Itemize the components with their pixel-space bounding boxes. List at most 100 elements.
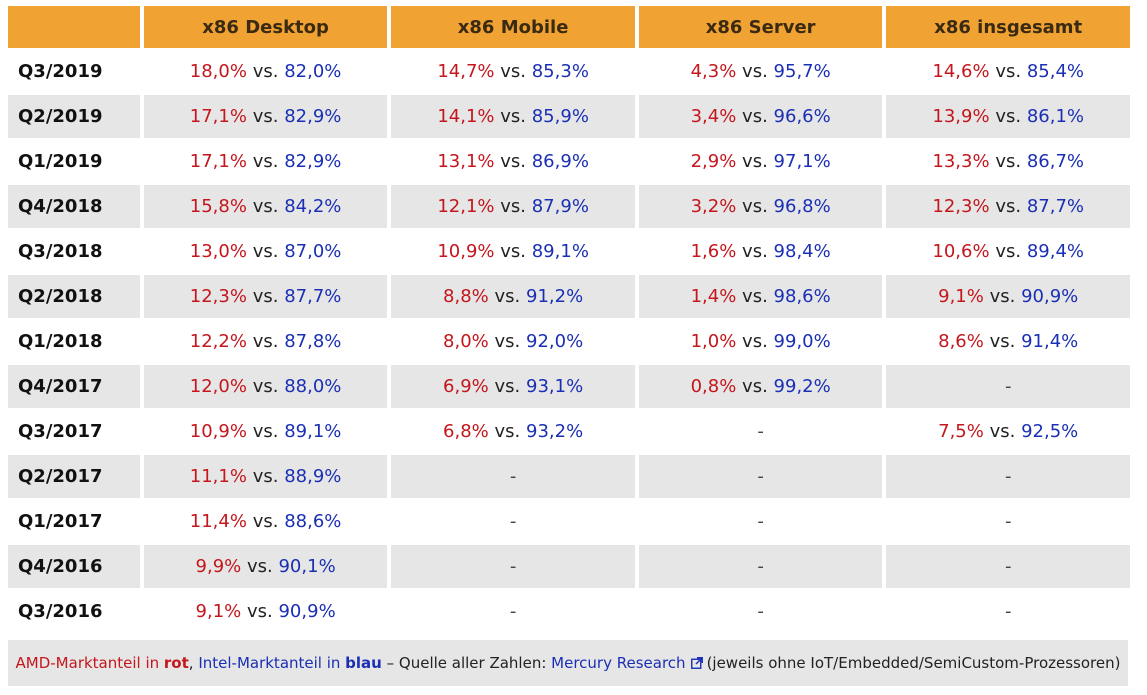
table-row: Q3/2018 13,0% vs. 87,0% 10,9% vs. 89,1% 1,6… — [8, 230, 1130, 273]
cell-total: 9,1% vs. 90,9% — [886, 275, 1130, 318]
cell-total: - — [886, 545, 1130, 588]
amd-share: 9,1% — [938, 286, 984, 307]
cell-desktop: 18,0% vs. 82,0% — [143, 50, 388, 93]
vs-label: vs. — [995, 106, 1022, 127]
amd-share: 1,0% — [690, 331, 737, 352]
no-data-dash: - — [757, 556, 764, 577]
cell-server: 1,6% vs. 98,4% — [638, 230, 883, 273]
quarter-label: Q2/2019 — [8, 95, 140, 138]
cell-desktop: 9,1% vs. 90,9% — [143, 590, 388, 633]
vs-label: vs. — [252, 466, 279, 487]
vs-label: vs. — [252, 331, 279, 352]
cell-total: 12,3% vs. 87,7% — [886, 185, 1130, 228]
footer-note: (jeweils ohne IoT/Embedded/SemiCustom-Pr… — [706, 654, 1121, 672]
cell-total: 13,3% vs. 86,7% — [886, 140, 1130, 183]
no-data-dash: - — [1004, 466, 1012, 487]
amd-share: 8,0% — [443, 331, 489, 352]
quarter-label: Q4/2017 — [8, 365, 140, 408]
cell-server: 1,0% vs. 99,0% — [638, 320, 883, 363]
amd-share: 10,9% — [189, 421, 247, 442]
cell-mobile: 12,1% vs. 87,9% — [391, 185, 635, 228]
vs-label: vs. — [252, 376, 279, 397]
amd-share: 3,2% — [690, 196, 737, 217]
cell-desktop: 9,9% vs. 90,1% — [143, 545, 388, 588]
amd-share: 1,4% — [690, 286, 737, 307]
cell-mobile: 6,8% vs. 93,2% — [391, 410, 635, 453]
vs-label: vs. — [989, 331, 1016, 352]
amd-share: 18,0% — [189, 61, 247, 82]
cell-server: - — [638, 500, 883, 543]
intel-share: 87,9% — [531, 196, 589, 217]
vs-label: vs. — [995, 151, 1022, 172]
intel-share: 88,6% — [284, 511, 342, 532]
cell-mobile: 6,9% vs. 93,1% — [391, 365, 635, 408]
table-body: Q3/2019 18,0% vs. 82,0% 14,7% vs. 85,3% 4,3… — [8, 50, 1130, 633]
market-share-table: x86 Desktop x86 Mobile x86 Server x86 in… — [4, 4, 1134, 635]
footer-intel-text: Intel-Marktanteil in blau — [198, 654, 382, 672]
amd-share: 9,1% — [195, 601, 242, 622]
no-data-dash: - — [757, 421, 764, 442]
intel-share: 87,7% — [284, 286, 342, 307]
amd-share: 3,4% — [690, 106, 737, 127]
footer-amd-text: AMD-Marktanteil in rot — [15, 654, 189, 672]
mercury-research-link[interactable]: Mercury Research — [551, 654, 686, 672]
amd-share: 8,6% — [938, 331, 984, 352]
vs-label: vs. — [494, 421, 521, 442]
no-data-dash: - — [509, 601, 517, 622]
cell-mobile: 10,9% vs. 89,1% — [391, 230, 635, 273]
vs-label: vs. — [500, 151, 526, 172]
intel-share: 93,1% — [526, 376, 584, 397]
intel-share: 96,6% — [773, 106, 831, 127]
amd-share: 7,5% — [938, 421, 984, 442]
table-row: Q1/2019 17,1% vs. 82,9% 13,1% vs. 86,9% 2,9… — [8, 140, 1130, 183]
no-data-dash: - — [757, 601, 764, 622]
vs-label: vs. — [989, 421, 1016, 442]
intel-share: 89,1% — [284, 421, 342, 442]
amd-share: 8,8% — [443, 286, 489, 307]
no-data-dash: - — [509, 466, 517, 487]
cell-desktop: 10,9% vs. 89,1% — [143, 410, 388, 453]
amd-share: 13,0% — [189, 241, 247, 262]
cell-server: 1,4% vs. 98,6% — [638, 275, 883, 318]
vs-label: vs. — [742, 286, 768, 307]
intel-share: 98,6% — [773, 286, 831, 307]
cell-total: 8,6% vs. 91,4% — [886, 320, 1130, 363]
intel-share: 87,7% — [1026, 196, 1085, 217]
external-link-icon[interactable] — [690, 657, 703, 669]
intel-share: 91,2% — [526, 286, 584, 307]
no-data-dash: - — [757, 466, 764, 487]
table-row: Q3/2017 10,9% vs. 89,1% 6,8% vs. 93,2% -7,5… — [8, 410, 1130, 453]
cell-total: - — [886, 365, 1130, 408]
intel-share: 87,8% — [284, 331, 342, 352]
vs-label: vs. — [252, 241, 279, 262]
intel-share: 89,4% — [1026, 241, 1085, 262]
vs-label: vs. — [246, 601, 273, 622]
cell-desktop: 17,1% vs. 82,9% — [143, 95, 388, 138]
intel-share: 90,9% — [278, 601, 336, 622]
table-row: Q2/2019 17,1% vs. 82,9% 14,1% vs. 85,9% 3,4… — [8, 95, 1130, 138]
vs-label: vs. — [252, 106, 279, 127]
cell-desktop: 17,1% vs. 82,9% — [143, 140, 388, 183]
table-row: Q4/2016 9,9% vs. 90,1% - - - — [8, 545, 1130, 588]
vs-label: vs. — [742, 106, 768, 127]
quarter-label: Q3/2017 — [8, 410, 140, 453]
quarter-label: Q2/2018 — [8, 275, 140, 318]
cell-mobile: 14,7% vs. 85,3% — [391, 50, 635, 93]
vs-label: vs. — [995, 196, 1022, 217]
vs-label: vs. — [989, 286, 1016, 307]
cell-total: - — [886, 500, 1130, 543]
intel-share: 89,1% — [531, 241, 589, 262]
vs-label: vs. — [252, 286, 279, 307]
quarter-label: Q4/2018 — [8, 185, 140, 228]
cell-mobile: 8,0% vs. 92,0% — [391, 320, 635, 363]
header-mobile: x86 Mobile — [391, 6, 635, 48]
intel-share: 91,4% — [1021, 331, 1079, 352]
header-row: x86 Desktop x86 Mobile x86 Server x86 in… — [8, 6, 1130, 48]
no-data-dash: - — [509, 511, 517, 532]
cell-mobile: 13,1% vs. 86,9% — [391, 140, 635, 183]
vs-label: vs. — [742, 196, 768, 217]
amd-share: 14,7% — [437, 61, 495, 82]
amd-share: 0,8% — [690, 376, 737, 397]
cell-server: - — [638, 410, 883, 453]
cell-server: - — [638, 590, 883, 633]
